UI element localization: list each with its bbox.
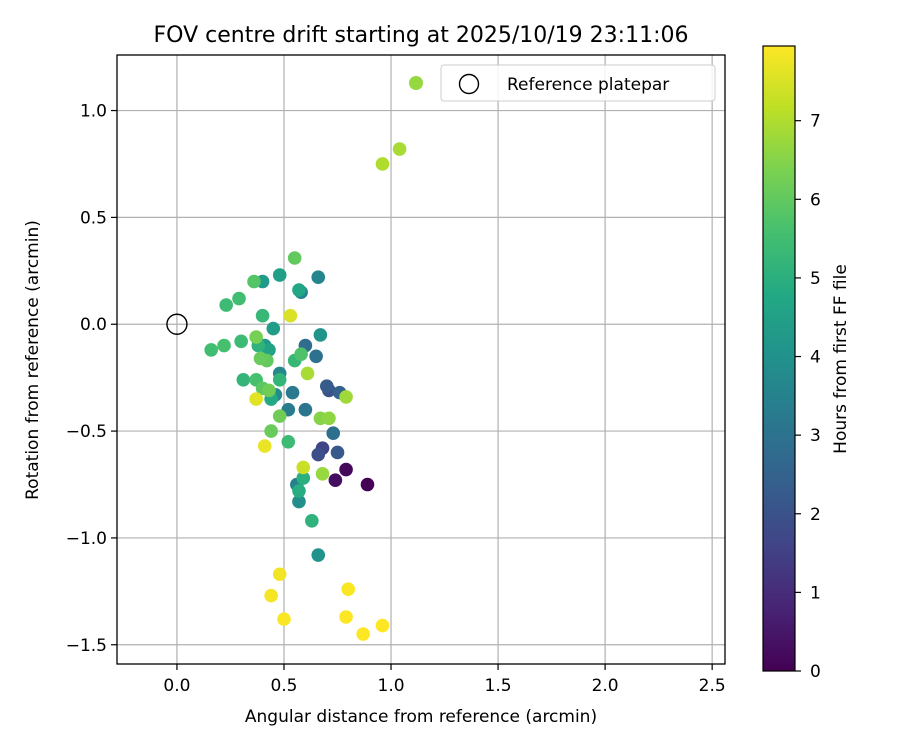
- data-point: [294, 347, 308, 361]
- colorbar-tick-label: 4: [810, 348, 821, 368]
- x-axis-label: Angular distance from reference (arcmin): [245, 707, 597, 727]
- x-tick-label: 2.5: [699, 676, 726, 696]
- data-point: [330, 445, 345, 460]
- y-tick-label: −1.5: [66, 636, 107, 656]
- grid: [117, 55, 725, 664]
- data-point: [360, 477, 375, 492]
- data-point: [253, 351, 268, 366]
- data-point: [339, 610, 353, 624]
- legend: Reference platepar: [409, 64, 716, 102]
- plot-frame: [116, 54, 726, 665]
- data-point: [249, 392, 263, 406]
- reference-platepar-marker: [166, 313, 188, 335]
- x-axis-ticks: 0.0 0.5 1.0 1.5 2.0 2.5: [163, 664, 726, 696]
- colorbar-tick-label: 7: [810, 112, 821, 132]
- data-point: [264, 424, 278, 438]
- data-point: [341, 582, 356, 597]
- y-axis-ticks: −1.5 −1.0 −0.5 0.0 0.5 1.0: [66, 102, 117, 656]
- data-point: [272, 567, 287, 582]
- data-point: [375, 618, 390, 633]
- data-point: [311, 447, 326, 462]
- colorbar-tick-label: 2: [810, 505, 821, 525]
- data-point: [262, 343, 276, 357]
- colorbar-tick-label: 1: [810, 583, 821, 603]
- data-point: [292, 283, 306, 297]
- data-point: [339, 390, 353, 404]
- data-point: [232, 291, 246, 306]
- data-point: [236, 373, 251, 387]
- data-point: [234, 334, 248, 349]
- data-point: [272, 409, 287, 423]
- data-point: [315, 467, 330, 481]
- scatter-points: [204, 142, 407, 641]
- data-point: [277, 612, 291, 626]
- x-tick-label: 1.0: [378, 676, 405, 696]
- colorbar-gradient: [762, 45, 796, 672]
- data-point: [305, 514, 319, 528]
- legend-marker-filled: [409, 76, 423, 90]
- x-tick-label: 2.0: [592, 676, 619, 696]
- y-tick-label: 0.0: [80, 315, 107, 335]
- data-point: [266, 321, 281, 336]
- data-point: [320, 379, 334, 394]
- legend-marker-reference: [458, 73, 480, 95]
- data-point: [255, 308, 270, 323]
- x-tick-label: 0.5: [270, 676, 297, 696]
- data-point: [328, 473, 343, 488]
- data-point: [313, 328, 328, 342]
- data-point: [322, 411, 336, 426]
- data-point: [287, 251, 302, 265]
- chart-title: FOV centre drift starting at 2025/10/19 …: [154, 23, 689, 48]
- y-axis-label: Rotation from reference (arcmin): [23, 220, 43, 500]
- data-point: [249, 330, 263, 344]
- data-point: [283, 308, 298, 323]
- data-point: [375, 157, 390, 171]
- data-point: [311, 270, 326, 285]
- colorbar-tick-label: 6: [810, 190, 821, 210]
- data-point: [339, 462, 353, 477]
- data-point: [217, 338, 231, 353]
- legend-label-reference: Reference platepar: [507, 75, 669, 95]
- data-point: [298, 402, 313, 417]
- data-point: [292, 484, 306, 498]
- data-point: [296, 471, 311, 485]
- x-tick-label: 1.5: [485, 676, 512, 696]
- data-point: [264, 588, 278, 603]
- data-point: [309, 349, 323, 364]
- colorbar: 0 1 2 3 4 5 6 7 Hours from first FF file: [762, 45, 851, 682]
- data-point: [311, 548, 326, 562]
- colorbar-tick-label: 3: [810, 426, 821, 446]
- x-tick-label: 0.0: [163, 676, 190, 696]
- data-point: [204, 343, 218, 357]
- colorbar-ticks: 0 1 2 3 4 5 6 7: [795, 112, 821, 682]
- data-point: [326, 426, 341, 441]
- data-point: [262, 383, 276, 398]
- data-point: [272, 373, 287, 387]
- data-point: [285, 385, 300, 400]
- data-point: [247, 274, 261, 289]
- legend-box: [440, 64, 716, 102]
- y-tick-label: −1.0: [66, 529, 107, 549]
- y-tick-label: −0.5: [66, 422, 107, 442]
- y-tick-label: 1.0: [80, 102, 107, 122]
- data-point: [300, 366, 315, 381]
- colorbar-tick-label: 0: [810, 662, 821, 682]
- data-point: [281, 434, 296, 449]
- data-point: [356, 627, 370, 641]
- data-point: [296, 460, 311, 475]
- data-point: [257, 439, 272, 453]
- reference-marker-layer: [166, 313, 188, 335]
- data-point: [292, 494, 306, 509]
- data-point: [272, 268, 287, 282]
- colorbar-label: Hours from first FF file: [831, 264, 851, 454]
- data-point: [392, 142, 407, 156]
- data-point: [219, 298, 233, 312]
- y-tick-label: 0.5: [80, 208, 107, 228]
- colorbar-tick-label: 5: [810, 269, 821, 289]
